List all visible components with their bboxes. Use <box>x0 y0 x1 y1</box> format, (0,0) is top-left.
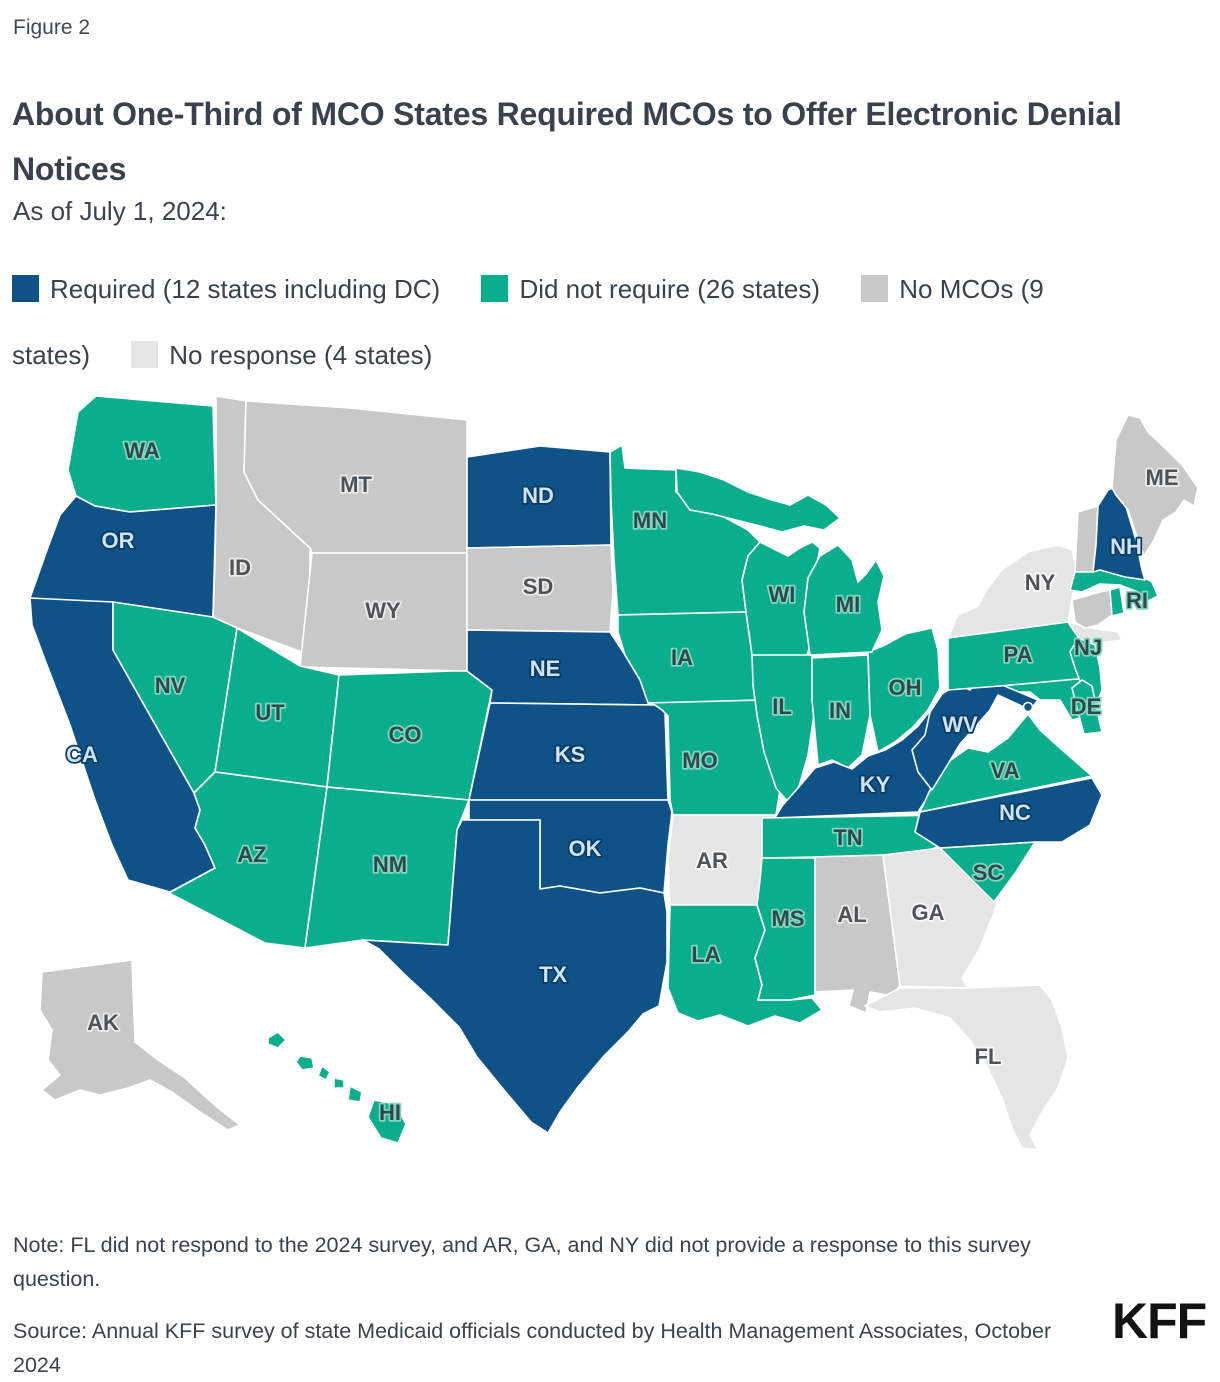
state-label-NE: NE <box>530 656 561 681</box>
state-label-OK: OK <box>569 836 602 861</box>
state-label-NV: NV <box>155 673 186 698</box>
state-label-SD: SD <box>523 574 554 599</box>
legend-swatch-did-not-require <box>481 275 509 302</box>
legend: Required (12 states including DC) Did no… <box>12 256 1117 388</box>
state-label-LA: LA <box>691 942 720 967</box>
state-VA[interactable] <box>919 713 1093 813</box>
note-text: Note: FL did not respond to the 2024 sur… <box>13 1232 1031 1291</box>
state-label-IL: IL <box>772 694 792 719</box>
state-label-FL: FL <box>975 1044 1002 1069</box>
state-label-MT: MT <box>340 472 372 497</box>
state-label-CO: CO <box>389 722 422 747</box>
kff-logo: KFF <box>1112 1293 1207 1349</box>
state-TX[interactable] <box>362 819 668 1134</box>
state-HI[interactable] <box>267 1031 407 1144</box>
state-DC[interactable] <box>1022 701 1034 713</box>
state-label-WV: WV <box>942 712 978 737</box>
state-label-DE: DE <box>1071 694 1102 719</box>
state-label-OR: OR <box>102 528 135 553</box>
state-label-PA: PA <box>1004 642 1033 667</box>
state-label-KS: KS <box>555 742 586 767</box>
state-label-AK: AK <box>87 1010 119 1035</box>
state-label-AL: AL <box>837 902 866 927</box>
state-AK[interactable] <box>39 959 241 1131</box>
legend-item-no-mcos: No MCOs (9 states) <box>12 274 1044 370</box>
state-label-ME: ME <box>1146 465 1179 490</box>
state-label-NH: NH <box>1110 534 1142 559</box>
state-label-GA: GA <box>912 900 945 925</box>
state-label-NC: NC <box>999 800 1031 825</box>
state-SD[interactable] <box>466 544 614 633</box>
state-label-AZ: AZ <box>237 842 266 867</box>
state-label-SC: SC <box>973 860 1004 885</box>
state-OH[interactable] <box>867 627 941 753</box>
state-label-MN: MN <box>633 508 667 533</box>
state-label-ID: ID <box>229 555 251 580</box>
subtitle: As of July 1, 2024: <box>13 196 227 226</box>
state-label-ND: ND <box>522 483 554 508</box>
state-label-AR: AR <box>696 848 728 873</box>
legend-item-required: Required (12 states including DC) <box>12 274 440 304</box>
state-ME[interactable] <box>1111 414 1199 557</box>
state-FL[interactable] <box>864 984 1069 1151</box>
state-RI[interactable] <box>1109 586 1125 617</box>
legend-label-no-mcos: No MCOs (9 states) <box>12 274 1044 370</box>
legend-label-required: Required (12 states including DC) <box>50 274 441 304</box>
state-label-NM: NM <box>373 852 407 877</box>
state-label-TN: TN <box>833 825 862 850</box>
state-label-OH: OH <box>889 675 922 700</box>
state-label-HI: HI <box>379 1100 401 1125</box>
page-title: About One-Third of MCO States Required M… <box>12 96 1122 188</box>
state-DE[interactable] <box>1071 679 1103 735</box>
legend-label-no-response: No response (4 states) <box>169 340 433 370</box>
state-label-WA: WA <box>124 438 160 463</box>
state-label-NY: NY <box>1025 570 1056 595</box>
legend-swatch-required <box>12 275 39 302</box>
state-label-UT: UT <box>255 700 285 725</box>
state-label-MS: MS <box>772 906 805 931</box>
legend-label-did-not-require: Did not require (26 states) <box>519 274 821 304</box>
state-label-WY: WY <box>365 598 401 623</box>
state-label-KY: KY <box>860 772 891 797</box>
state-label-NJ: NJ <box>1074 635 1102 660</box>
state-label-WI: WI <box>769 582 796 607</box>
state-label-IN: IN <box>829 698 851 723</box>
state-label-MI: MI <box>836 592 860 617</box>
state-MI[interactable] <box>675 467 885 656</box>
legend-swatch-no-response <box>131 341 159 368</box>
state-NC[interactable] <box>914 777 1103 849</box>
legend-swatch-no-mcos <box>861 275 889 302</box>
figure-label: Figure 2 <box>13 16 91 39</box>
state-label-IA: IA <box>671 645 693 670</box>
state-WV[interactable] <box>911 675 1039 791</box>
state-MN[interactable] <box>609 444 761 616</box>
state-label-RI: RI <box>1126 588 1148 613</box>
state-label-VA: VA <box>991 758 1020 783</box>
source-text: Source: Annual KFF survey of state Medic… <box>13 1318 1052 1377</box>
state-KS[interactable] <box>468 702 669 801</box>
state-label-CA: CA <box>66 742 98 767</box>
legend-item-did-not-require: Did not require (26 states) <box>481 274 820 304</box>
state-CT[interactable] <box>1071 589 1113 629</box>
state-label-TX: TX <box>539 962 567 987</box>
state-label-MO: MO <box>682 748 717 773</box>
legend-item-no-response: No response (4 states) <box>131 340 432 370</box>
